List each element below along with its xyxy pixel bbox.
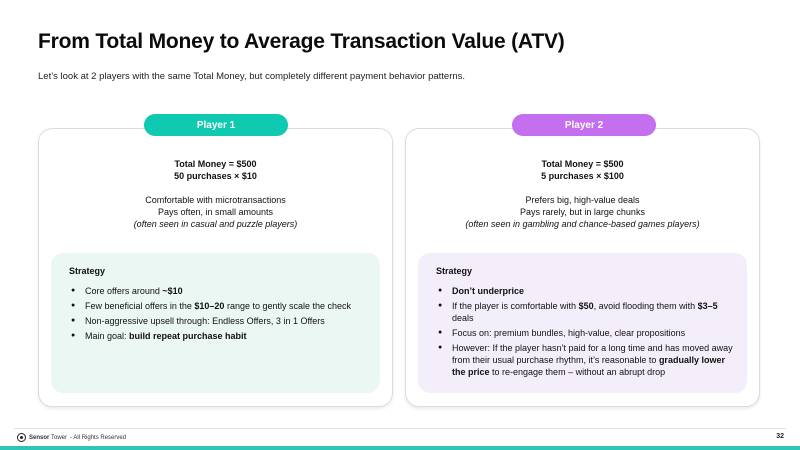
player-2-strategy-panel: Strategy Don’t underprice If the player … <box>418 253 747 393</box>
page-title: From Total Money to Average Transaction … <box>38 30 565 53</box>
player-2-strategy-list: Don’t underprice If the player is comfor… <box>436 285 733 378</box>
list-item: Core offers around ~$10 <box>69 285 366 297</box>
player-1-summary: Total Money = $500 50 purchases × $10 Co… <box>39 158 392 230</box>
player-1-strategy-panel: Strategy Core offers around ~$10 Few ben… <box>51 253 380 393</box>
player-1-note: (often seen in casual and puzzle players… <box>133 219 298 229</box>
player-2-pill: Player 2 <box>512 114 656 136</box>
footer-rights: - All Rights Reserved <box>70 434 127 441</box>
player-1-strategy-list: Core offers around ~$10 Few beneficial o… <box>69 285 366 342</box>
list-item: Few beneficial offers in the $10–20 rang… <box>69 300 366 312</box>
player-1-total: Total Money = $500 <box>174 159 257 169</box>
player-1-card: Total Money = $500 50 purchases × $10 Co… <box>38 128 393 407</box>
list-item: However: If the player hasn’t paid for a… <box>436 342 733 378</box>
footer-brand: Sensor Tower - All Rights Reserved <box>17 433 126 442</box>
player-2-desc-1: Prefers big, high-value deals <box>525 195 640 205</box>
player-1-desc-1: Comfortable with microtransactions <box>145 195 286 205</box>
player-1-purchases: 50 purchases × $10 <box>174 171 257 181</box>
player-2-strategy-heading: Strategy <box>436 266 473 276</box>
page-subtitle: Let’s look at 2 players with the same To… <box>38 71 466 82</box>
player-1-pill: Player 1 <box>144 114 288 136</box>
footer-divider <box>14 428 786 429</box>
player-1-strategy-heading: Strategy <box>69 266 106 276</box>
player-2-purchases: 5 purchases × $100 <box>541 171 624 181</box>
bottom-accent-bar <box>0 446 800 450</box>
player-1-desc-2: Pays often, in small amounts <box>157 207 274 217</box>
player-2-summary: Total Money = $500 5 purchases × $100 Pr… <box>406 158 759 230</box>
list-item: Focus on: premium bundles, high-value, c… <box>436 327 733 339</box>
player-2-total: Total Money = $500 <box>541 159 624 169</box>
list-item: Non-aggressive upsell through: Endless O… <box>69 315 366 327</box>
page-number: 32 <box>776 433 784 440</box>
player-2-note: (often seen in gambling and chance-based… <box>465 219 700 229</box>
list-item: If the player is comfortable with $50, a… <box>436 300 733 324</box>
sensor-tower-logo-icon <box>17 433 26 442</box>
list-item: Don’t underprice <box>436 285 733 297</box>
player-2-card: Total Money = $500 5 purchases × $100 Pr… <box>405 128 760 407</box>
list-item: Main goal: build repeat purchase habit <box>69 330 366 342</box>
player-2-desc-2: Pays rarely, but in large chunks <box>520 207 645 217</box>
footer-brand-name: Sensor Tower <box>29 434 68 441</box>
